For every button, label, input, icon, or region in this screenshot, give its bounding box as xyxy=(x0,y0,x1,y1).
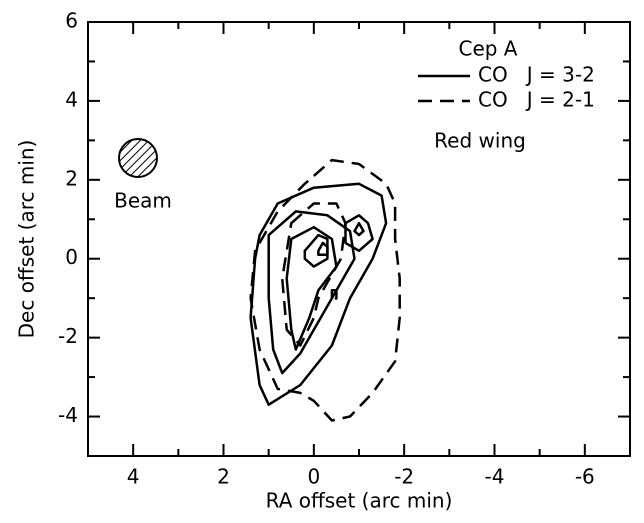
x-tick-label: 2 xyxy=(217,465,230,489)
contour xyxy=(344,214,374,253)
contour xyxy=(317,241,329,257)
beam-circle xyxy=(118,138,158,178)
y-tick-label: -4 xyxy=(58,403,78,427)
contour xyxy=(267,210,356,375)
y-tick-label: 6 xyxy=(65,9,78,33)
contour xyxy=(249,182,388,406)
contour xyxy=(330,289,338,304)
contour xyxy=(353,221,365,237)
x-tick-label: 4 xyxy=(127,465,140,489)
y-tick-label: 0 xyxy=(65,245,78,269)
legend-label: CO J = 3-2 xyxy=(478,63,595,87)
annotation: Red wing xyxy=(434,129,526,153)
beam-label: Beam xyxy=(114,189,172,213)
legend-label: CO J = 2-1 xyxy=(478,88,595,112)
contour xyxy=(280,202,347,347)
contour xyxy=(285,225,338,351)
y-tick-label: 2 xyxy=(65,166,78,190)
contour xyxy=(303,233,329,268)
contour xyxy=(249,158,401,422)
x-tick-label: -6 xyxy=(575,465,595,489)
y-tick-label: 4 xyxy=(65,87,78,111)
x-tick-label: -2 xyxy=(394,465,414,489)
legend-title: Cep A xyxy=(458,37,517,61)
x-tick-label: 0 xyxy=(307,465,320,489)
y-axis-label: Dec offset (arc min) xyxy=(15,140,39,339)
y-tick-label: -2 xyxy=(58,324,78,348)
x-axis-label: RA offset (arc min) xyxy=(266,489,453,513)
x-tick-label: -4 xyxy=(485,465,505,489)
